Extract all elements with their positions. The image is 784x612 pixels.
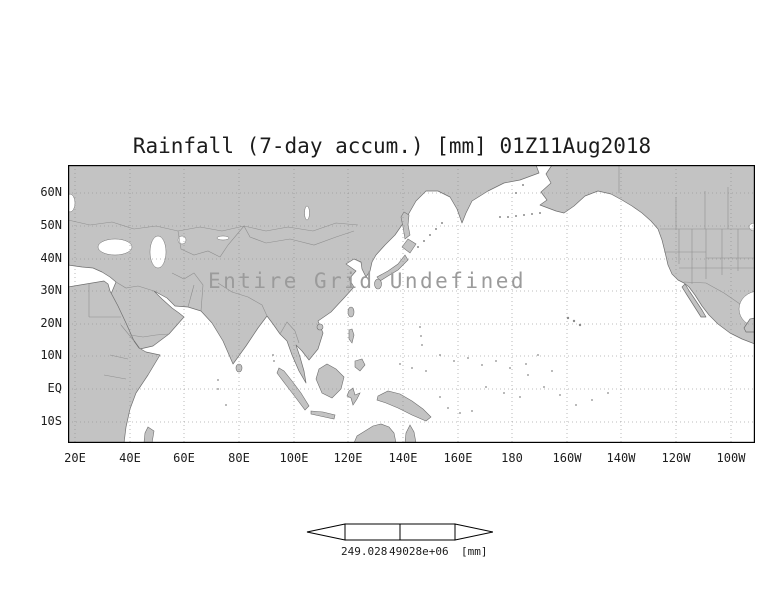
colorbar-tick-label: 249.028: [341, 545, 388, 558]
lon-tick-label: 100E: [279, 451, 309, 465]
kyushu-island: [374, 278, 382, 290]
map-frame-border: [68, 165, 755, 443]
lat-tick-label: EQ: [47, 381, 62, 395]
lon-tick-label: 180: [501, 451, 523, 465]
mindanao-island: [354, 358, 366, 372]
colorbar-tick-label: 49028e+06: [389, 545, 449, 558]
lon-tick-label: 140W: [606, 451, 636, 465]
lat-tick-label: 20N: [40, 316, 62, 330]
north-america-landmass: [539, 164, 756, 345]
world-map: [64, 164, 780, 444]
luzon-island: [348, 328, 355, 344]
taiwan-island: [347, 306, 355, 318]
caspian-sea: [149, 235, 167, 269]
sri-lanka-island: [235, 363, 243, 373]
lon-tick-label: 120E: [333, 451, 363, 465]
colorbar: [303, 523, 494, 541]
lat-tick-label: 10N: [40, 348, 62, 362]
lon-tick-label: 140E: [388, 451, 418, 465]
small-islands-layer: [217, 184, 609, 414]
colorbar-right-arrow: [454, 523, 494, 541]
lat-tick-label: 30N: [40, 283, 62, 297]
colorbar-segment: [399, 523, 456, 541]
no-data-message: Entire Grid Undefined: [207, 269, 527, 293]
africa-landmass: [67, 280, 161, 444]
grid-layer: [68, 165, 755, 443]
lon-tick-label: 160E: [443, 451, 473, 465]
lon-tick-label: 120W: [661, 451, 691, 465]
lat-tick-label: 50N: [40, 218, 62, 232]
lat-tick-label: 60N: [40, 185, 62, 199]
colorbar-segment: [344, 523, 401, 541]
lon-tick-label: 40E: [119, 451, 141, 465]
black-sea: [97, 238, 133, 256]
sakhalin-island: [400, 211, 411, 240]
australia-top-end: [353, 423, 397, 444]
java-island: [310, 410, 336, 420]
lake-balkhash: [216, 235, 230, 241]
lon-tick-label: 160W: [552, 451, 582, 465]
cape-york-peninsula: [404, 424, 417, 444]
madagascar-island: [143, 426, 155, 444]
lon-tick-label: 60E: [173, 451, 195, 465]
lon-tick-label: 20E: [64, 451, 86, 465]
lon-tick-label: 100W: [716, 451, 746, 465]
lat-tick-label: 10S: [40, 414, 62, 428]
hokkaido-island: [401, 238, 417, 254]
lat-tick-label: 40N: [40, 251, 62, 265]
colorbar-unit-label: [mm]: [461, 545, 488, 558]
colorbar-shape: [306, 523, 494, 541]
lon-tick-label: 80E: [228, 451, 250, 465]
land-layer: [64, 164, 780, 444]
colorbar-left-arrow: [306, 523, 346, 541]
hainan-island: [316, 323, 324, 331]
map-plot-area: Entire Grid Undefined: [64, 164, 780, 444]
borneo-island: [315, 363, 345, 399]
new-guinea-island: [376, 390, 432, 422]
plot-title: Rainfall (7-day accum.) [mm] 01Z11Aug201…: [132, 134, 652, 158]
sulawesi-island: [346, 387, 361, 406]
lake-baikal: [304, 205, 310, 221]
